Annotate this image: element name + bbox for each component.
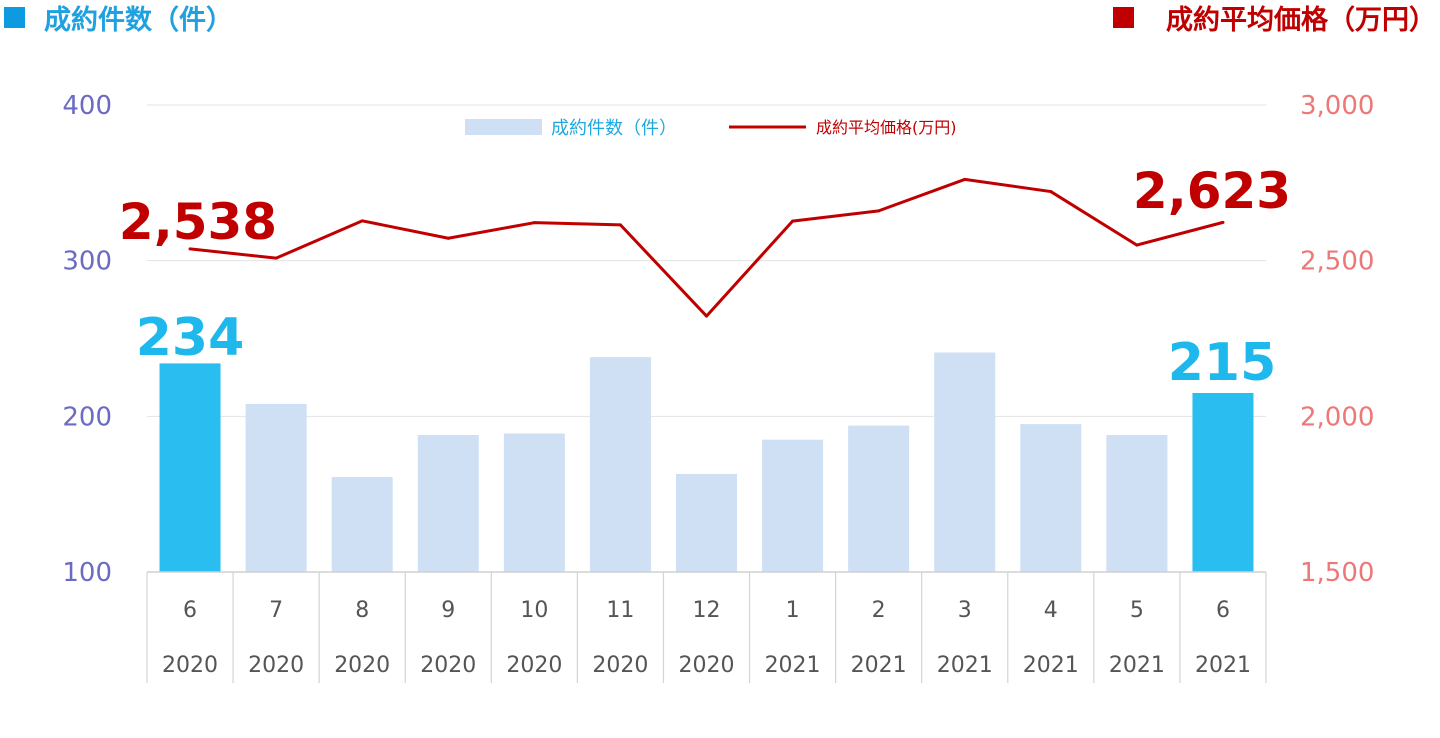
line-point bbox=[360, 219, 364, 223]
x-tick-month: 5 bbox=[1130, 598, 1144, 623]
x-tick-year: 2020 bbox=[334, 653, 390, 678]
x-tick-year: 2020 bbox=[420, 653, 476, 678]
x-tick-month: 7 bbox=[269, 598, 283, 623]
bar bbox=[503, 433, 565, 572]
bar bbox=[245, 403, 307, 572]
line-point bbox=[532, 221, 536, 225]
x-tick-month: 2 bbox=[872, 598, 886, 623]
left-y-tick-label: 400 bbox=[62, 91, 112, 121]
right-y-tick-label: 3,000 bbox=[1300, 91, 1374, 121]
line-point bbox=[791, 219, 795, 223]
bar bbox=[934, 352, 996, 572]
legend-line-label: 成約平均価格(万円) bbox=[816, 118, 957, 137]
right-y-tick-label: 2,500 bbox=[1300, 247, 1374, 277]
right-axis-title: 成約平均価格（万円） bbox=[1166, 4, 1436, 36]
x-tick-month: 11 bbox=[606, 598, 634, 623]
x-tick-month: 12 bbox=[693, 598, 721, 623]
line-point bbox=[963, 177, 967, 181]
x-axis: 6202072020820209202010202011202012202012… bbox=[146, 571, 1267, 683]
right-title-group: 成約平均価格（万円） bbox=[1113, 4, 1436, 36]
gridlines bbox=[147, 104, 1266, 417]
x-tick-year: 2020 bbox=[248, 653, 304, 678]
x-tick-year: 2020 bbox=[592, 653, 648, 678]
x-tick-year: 2021 bbox=[937, 653, 993, 678]
legend: 成約件数（件） 成約平均価格(万円) bbox=[465, 118, 957, 139]
legend-bar-swatch bbox=[465, 119, 542, 135]
callout-line-last: 2,623 bbox=[1133, 162, 1291, 220]
x-tick-month: 4 bbox=[1044, 598, 1058, 623]
x-tick-month: 1 bbox=[786, 598, 800, 623]
x-tick-month: 6 bbox=[1216, 598, 1230, 623]
line-point bbox=[274, 256, 278, 260]
left-y-tick-label: 200 bbox=[62, 402, 112, 432]
left-y-tick-label: 100 bbox=[62, 558, 112, 588]
x-tick-year: 2021 bbox=[1023, 653, 1079, 678]
x-tick-month: 8 bbox=[355, 598, 369, 623]
bar bbox=[417, 435, 479, 572]
x-tick-year: 2021 bbox=[765, 653, 821, 678]
right-y-axis: 1,500 2,000 2,500 3,000 bbox=[1300, 91, 1374, 588]
bar bbox=[589, 357, 651, 572]
callout-bar-last: 215 bbox=[1168, 333, 1277, 393]
line-point bbox=[188, 247, 192, 251]
bar bbox=[762, 439, 824, 572]
right-y-tick-label: 2,000 bbox=[1300, 402, 1374, 432]
line-point bbox=[1135, 243, 1139, 247]
bar bbox=[848, 425, 910, 572]
line-point bbox=[1221, 220, 1225, 224]
line-series bbox=[188, 177, 1225, 318]
legend-bar-label: 成約件数（件） bbox=[551, 118, 677, 139]
bar bbox=[676, 473, 737, 572]
left-y-tick-label: 300 bbox=[62, 247, 112, 277]
price-line bbox=[189, 177, 1224, 318]
bar bbox=[331, 477, 393, 572]
bar bbox=[1106, 435, 1168, 572]
x-tick-month: 10 bbox=[520, 598, 548, 623]
right-title-square-icon bbox=[1113, 7, 1134, 28]
bar-series bbox=[159, 352, 1254, 572]
x-tick-month: 3 bbox=[958, 598, 972, 623]
bar bbox=[1020, 424, 1082, 572]
callout-line-first: 2,538 bbox=[119, 193, 277, 251]
line-point bbox=[877, 209, 881, 213]
left-title-square-icon bbox=[4, 7, 25, 28]
line-point bbox=[705, 314, 708, 318]
bar bbox=[159, 363, 221, 572]
line-point bbox=[1049, 190, 1053, 194]
x-tick-year: 2020 bbox=[679, 653, 735, 678]
right-y-tick-label: 1,500 bbox=[1300, 558, 1374, 588]
x-tick-year: 2021 bbox=[851, 653, 907, 678]
x-tick-year: 2021 bbox=[1109, 653, 1165, 678]
x-tick-month: 9 bbox=[441, 598, 455, 623]
x-tick-year: 2020 bbox=[162, 653, 218, 678]
x-tick-year: 2020 bbox=[506, 653, 562, 678]
left-title-group: 成約件数（件） bbox=[4, 4, 233, 36]
line-point bbox=[446, 236, 450, 240]
left-y-axis: 100 200 300 400 bbox=[62, 91, 112, 588]
x-tick-year: 2021 bbox=[1195, 653, 1251, 678]
line-point bbox=[618, 223, 622, 227]
bar bbox=[1192, 392, 1254, 572]
callout-bar-first: 234 bbox=[136, 308, 245, 368]
left-axis-title: 成約件数（件） bbox=[44, 4, 233, 36]
x-tick-month: 6 bbox=[183, 598, 197, 623]
